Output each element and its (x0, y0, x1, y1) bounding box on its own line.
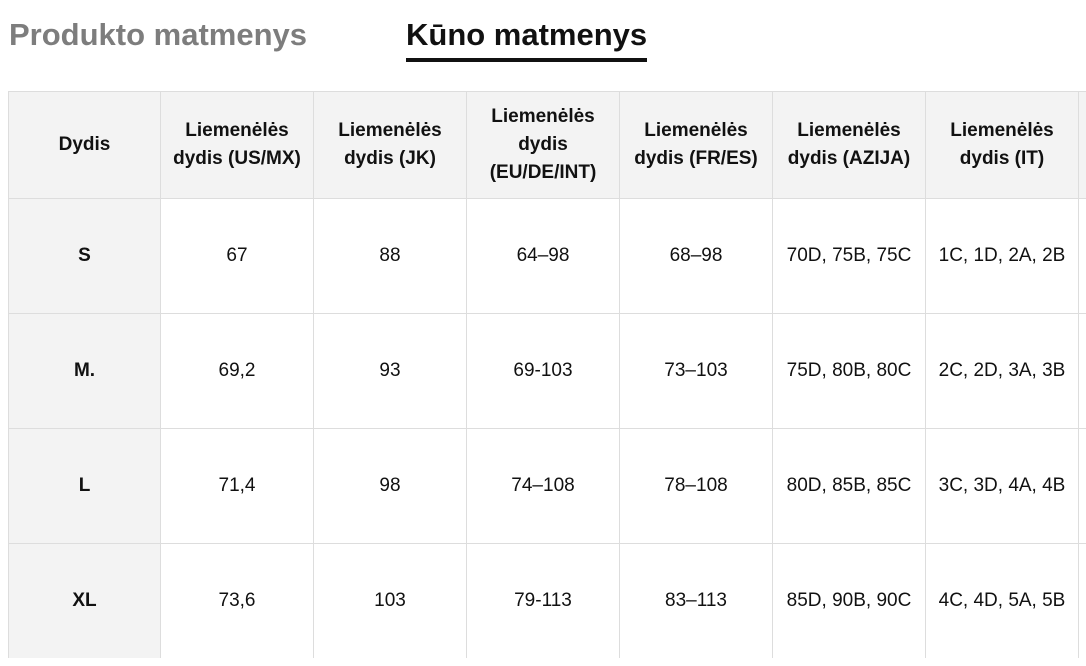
column-header-uk: Liemenėlės dydis (JK) (313, 91, 467, 199)
measurement-tabs: Produkto matmenys Kūno matmenys (0, 0, 1086, 70)
table-cell: 73–103 (619, 313, 773, 429)
table-cell: 93 (313, 313, 467, 429)
table-row: M. 69,2 93 69-103 73–103 75D, 80B, 80C 2… (8, 313, 1086, 429)
column-header-size: Dydis (8, 91, 161, 199)
table-cell: 98 (313, 428, 467, 544)
column-header-eu: Liemenėlės dydis (EU/DE/INT) (466, 91, 620, 199)
table-cell: 103 (313, 543, 467, 658)
size-cell: S (8, 198, 161, 314)
table-header-row: Dydis Liemenėlės dydis (US/MX) Liemenėlė… (8, 91, 1086, 199)
table-cell: 79-113 (466, 543, 620, 658)
table-cell (1078, 198, 1086, 314)
table-cell (1078, 313, 1086, 429)
table-cell: 73,6 (160, 543, 314, 658)
table-cell: 67 (160, 198, 314, 314)
table-cell: 2C, 2D, 3A, 3B (925, 313, 1079, 429)
table-cell: 69-103 (466, 313, 620, 429)
table-cell: 75D, 80B, 80C (772, 313, 926, 429)
table-cell: 1C, 1D, 2A, 2B (925, 198, 1079, 314)
table-cell: 83–113 (619, 543, 773, 658)
size-cell: XL (8, 543, 161, 658)
size-chart-container: Dydis Liemenėlės dydis (US/MX) Liemenėlė… (8, 91, 1086, 658)
table-cell: 4C, 4D, 5A, 5B (925, 543, 1079, 658)
table-cell: 70D, 75B, 75C (772, 198, 926, 314)
size-cell: M. (8, 313, 161, 429)
size-cell: L (8, 428, 161, 544)
tab-product-measurements[interactable]: Produkto matmenys (9, 17, 308, 52)
table-cell: 80D, 85B, 85C (772, 428, 926, 544)
column-header-asia: Liemenėlės dydis (AZIJA) (772, 91, 926, 199)
column-header-us-mx: Liemenėlės dydis (US/MX) (160, 91, 314, 199)
table-cell: 3C, 3D, 4A, 4B (925, 428, 1079, 544)
table-row: XL 73,6 103 79-113 83–113 85D, 90B, 90C … (8, 543, 1086, 658)
table-cell: 74–108 (466, 428, 620, 544)
column-header-it: Liemenėlės dydis (IT) (925, 91, 1079, 199)
table-cell (1078, 543, 1086, 658)
tab-body-measurements[interactable]: Kūno matmenys (406, 16, 648, 62)
table-cell: 88 (313, 198, 467, 314)
table-cell: 78–108 (619, 428, 773, 544)
table-row: S 67 88 64–98 68–98 70D, 75B, 75C 1C, 1D… (8, 198, 1086, 314)
table-row: L 71,4 98 74–108 78–108 80D, 85B, 85C 3C… (8, 428, 1086, 544)
table-cell: 71,4 (160, 428, 314, 544)
table-cell (1078, 428, 1086, 544)
column-header-fr-es: Liemenėlės dydis (FR/ES) (619, 91, 773, 199)
table-cell: 69,2 (160, 313, 314, 429)
size-chart-table: Dydis Liemenėlės dydis (US/MX) Liemenėlė… (8, 91, 1086, 658)
table-cell: 64–98 (466, 198, 620, 314)
column-header-extra (1078, 91, 1086, 199)
table-cell: 68–98 (619, 198, 773, 314)
table-cell: 85D, 90B, 90C (772, 543, 926, 658)
